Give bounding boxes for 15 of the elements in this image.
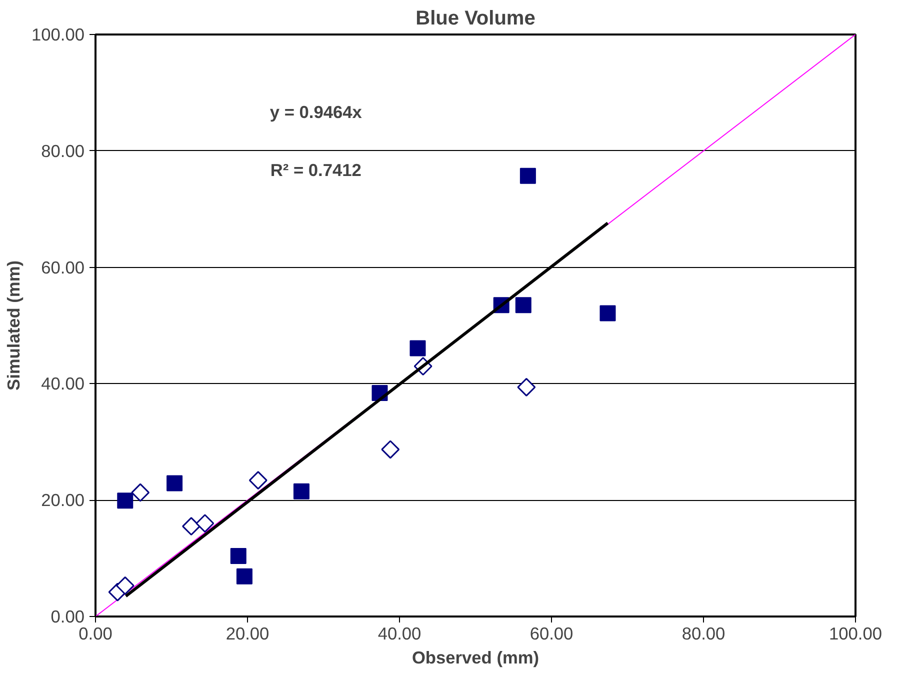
y-tick-label: 80.00 <box>41 140 85 161</box>
y-tick-label: 100.00 <box>32 24 84 44</box>
y-tick-label: 20.00 <box>41 490 85 510</box>
y-tick-label: 40.00 <box>41 374 85 394</box>
y-tick-label: 0.00 <box>50 606 85 626</box>
x-tick-label: 20.00 <box>226 624 270 644</box>
x-tick-label: 40.00 <box>378 624 422 644</box>
chart-title: Blue Volume <box>416 8 536 30</box>
x-tick-label: 80.00 <box>682 624 726 644</box>
x-tick-label: 100.00 <box>829 624 882 644</box>
y-axis-title: Simulated (mm) <box>4 260 24 390</box>
x-axis-title: Observed (mm) <box>412 648 540 668</box>
x-tick-label: 60.00 <box>530 624 574 644</box>
x-tick-label: 0.00 <box>78 624 112 644</box>
y-tick-label: 60.00 <box>41 257 85 278</box>
